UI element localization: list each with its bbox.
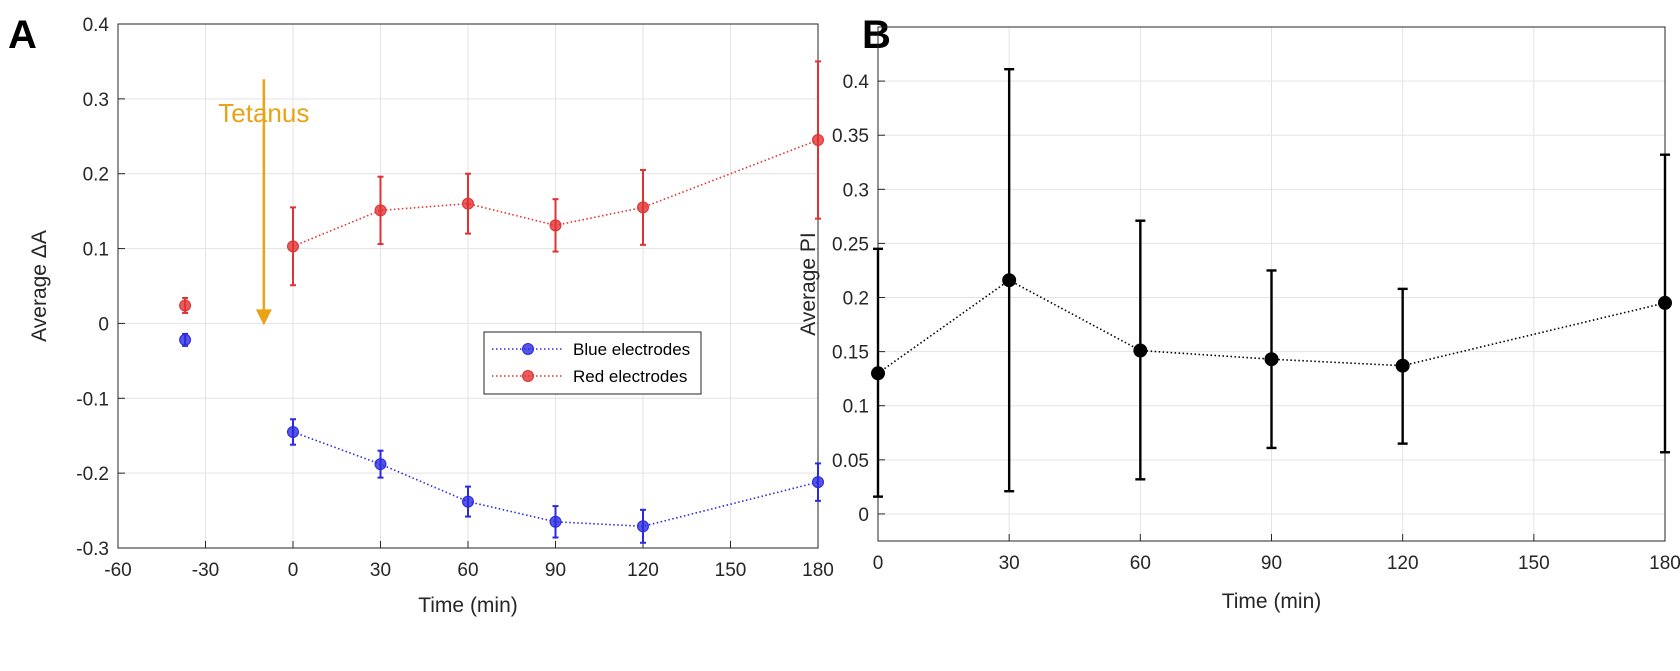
panel-b-letter: B <box>862 13 891 57</box>
panel-b-ylabel: Average PI <box>797 232 820 336</box>
b-x-tick-label: 150 <box>1518 553 1550 574</box>
legend-box <box>483 331 702 395</box>
a-y-tick-label: 0.3 <box>83 90 109 111</box>
blue-series-line <box>292 431 819 528</box>
b-y-tick-label: 0 <box>858 505 869 526</box>
a-y-tick-label: 0 <box>98 314 109 335</box>
b-y-tick-label: 0.3 <box>843 180 869 201</box>
b-x-tick-label: 120 <box>1387 553 1419 574</box>
legend-blue-marker <box>522 343 534 355</box>
pi-data-point <box>1264 352 1279 367</box>
a-x-tick-label: -30 <box>192 560 219 581</box>
b-x-tick-label: 90 <box>1261 553 1282 574</box>
panel-b-xlabel: Time (min) <box>1222 590 1322 613</box>
blue-data-point <box>812 476 824 489</box>
panel-a-data <box>179 60 824 544</box>
tetanus-arrow-head <box>255 309 272 326</box>
panel-a-letter: A <box>8 13 37 57</box>
red-data-point <box>287 240 299 253</box>
a-y-tick-label: -0.1 <box>76 389 109 410</box>
a-x-tick-label: 0 <box>288 560 299 581</box>
pi-data-point <box>1133 343 1148 358</box>
a-x-tick-label: 90 <box>545 560 566 581</box>
b-x-tick-label: 180 <box>1649 553 1680 574</box>
b-x-tick-label: 60 <box>1130 553 1151 574</box>
b-x-tick-label: 30 <box>999 553 1020 574</box>
blue-baseline-point <box>179 333 192 346</box>
panel-a-ticks: -60 -30 0 30 60 90 120 150 180 -0.3 -0.2 -0.1 0 0.1 0.… <box>76 15 834 581</box>
red-baseline-point <box>179 299 192 312</box>
pi-data-point <box>1658 295 1672 310</box>
a-x-tick-label: 60 <box>457 560 478 581</box>
legend-red-label: Red electrodes <box>573 367 687 386</box>
panel-a-legend: Blue electrodes Red electrodes <box>483 331 702 395</box>
red-data-point <box>549 219 562 232</box>
a-y-tick-label: 0.2 <box>83 165 109 186</box>
panel-a-ylabel: Average ΔA <box>28 230 51 342</box>
blue-data-point <box>462 495 474 508</box>
a-x-tick-label: 30 <box>370 560 391 581</box>
pi-data-point <box>1395 358 1410 373</box>
b-x-tick-label: 0 <box>873 553 884 574</box>
a-y-tick-label: 0.1 <box>83 240 109 261</box>
b-y-tick-label: 0.2 <box>843 289 869 310</box>
a-x-tick-label: 150 <box>715 560 747 581</box>
a-y-tick-label: -0.3 <box>76 539 109 560</box>
red-series-line <box>292 139 819 248</box>
b-y-tick-label: 0.15 <box>832 343 869 364</box>
red-data-point <box>812 134 824 147</box>
legend-blue-label: Blue electrodes <box>573 340 690 359</box>
panel-a-xlabel: Time (min) <box>418 594 518 617</box>
pi-data-point <box>1002 273 1017 288</box>
panel-a-chart: -60 -30 0 30 60 90 120 150 180 -0.3 -0.2 -0.1 0 0.1 0.… <box>28 15 834 617</box>
panel-b-chart: 0 30 60 90 120 150 180 0 0.05 0.1 0.15 0.2 0.25 0.3 0.… <box>797 26 1680 613</box>
b-y-tick-label: 0.05 <box>832 451 869 472</box>
a-x-tick-label: -60 <box>104 560 131 581</box>
blue-data-point <box>374 458 387 471</box>
b-y-tick-label: 0.25 <box>832 234 869 255</box>
panel-b-ticks: 0 30 60 90 120 150 180 0 0.05 0.1 0.15 0.2 0.25 0.3 0.… <box>832 72 1680 574</box>
a-y-tick-label: -0.2 <box>76 464 109 485</box>
red-data-point <box>462 197 474 210</box>
a-x-tick-label: 120 <box>627 560 659 581</box>
pi-data-point <box>871 366 885 381</box>
b-y-tick-label: 0.4 <box>843 72 870 93</box>
a-y-tick-label: 0.4 <box>83 15 110 36</box>
panel-b-data <box>871 68 1672 498</box>
red-data-point <box>374 204 387 217</box>
blue-data-point <box>637 520 649 533</box>
a-x-tick-label: 180 <box>802 560 834 581</box>
pi-series-line <box>877 279 1666 374</box>
blue-data-point <box>549 515 562 528</box>
blue-data-point <box>287 425 299 438</box>
b-y-tick-label: 0.1 <box>843 397 869 418</box>
red-data-point <box>637 201 649 214</box>
legend-red-marker <box>522 370 534 382</box>
b-y-tick-label: 0.35 <box>832 126 869 147</box>
